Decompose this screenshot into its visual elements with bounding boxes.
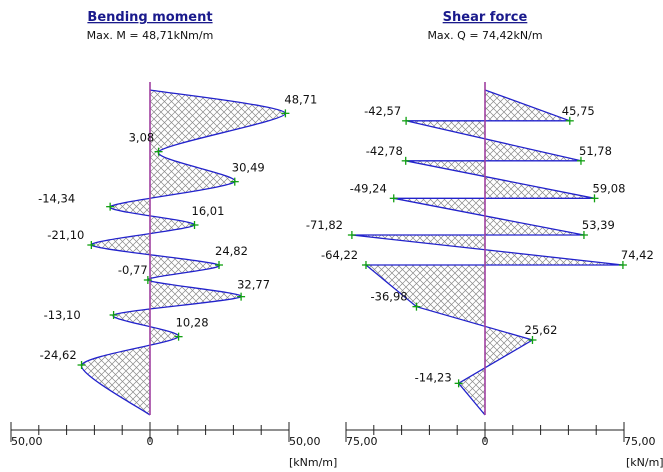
bending-moment-value-label: 24,82 [215, 244, 248, 258]
shear-force-marker [528, 336, 537, 344]
shear-force-marker [347, 231, 356, 239]
bending-moment-tick-zero: 0 [147, 435, 154, 448]
bending-moment-marker [143, 276, 152, 284]
shear-force-marker [590, 194, 599, 203]
bending-moment-value-label: 16,01 [192, 204, 225, 218]
bending-moment-value-label: -14,34 [38, 192, 75, 206]
bending-moment-title: Bending moment [87, 10, 212, 25]
shear-force-marker [361, 261, 370, 269]
bending-moment-value-label: -21,10 [47, 228, 84, 242]
shear-force-value-label: 45,75 [562, 104, 595, 118]
bending-moment-plot: 48,71 3,08 30,49 -14,34 16,01 -21,10 24,82 -0,7… [38, 82, 317, 416]
shear-force-value-label: -14,23 [415, 370, 452, 384]
shear-force-marker [389, 194, 398, 203]
bending-moment-tick-max: 50,00 [289, 435, 321, 448]
bending-moment-marker [237, 292, 246, 301]
shear-force-tick-max: 75,00 [624, 435, 656, 448]
bending-moment-unit: [kNm/m] [289, 456, 337, 469]
shear-force-axis [345, 422, 625, 442]
bending-moment-chart: Bending moment Max. M = 48,71kNm/m 48,71… [10, 10, 337, 469]
shear-force-value-label: 51,78 [579, 144, 612, 158]
bending-moment-hatch-fill [81, 90, 286, 415]
shear-force-title: Shear force [443, 10, 528, 25]
shear-force-plot: 45,75 -42,57 51,78 -42,78 59,08 -49,24 53,39 -7… [306, 82, 654, 416]
shear-force-value-label: -42,57 [364, 104, 401, 118]
bending-moment-marker [230, 177, 239, 186]
shear-force-marker [412, 302, 421, 311]
shear-force-unit: [kN/m] [626, 456, 663, 469]
shear-force-marker [576, 156, 585, 165]
shear-force-marker [579, 231, 588, 239]
shear-force-value-label: -36,98 [371, 290, 408, 304]
bending-moment-value-label: 10,28 [176, 316, 209, 330]
shear-force-marker [401, 156, 410, 165]
bending-moment-value-label: 3,08 [129, 131, 155, 145]
bending-moment-axis [10, 422, 290, 442]
shear-force-value-label: -64,22 [321, 248, 358, 262]
shear-force-marker [402, 116, 411, 125]
shear-force-marker [618, 261, 627, 269]
bending-moment-marker [174, 332, 183, 341]
bending-moment-marker [109, 311, 118, 319]
shear-force-value-label: -49,24 [350, 181, 387, 195]
shear-force-marker [565, 116, 574, 125]
shear-force-marker [454, 379, 463, 388]
bending-moment-marker [154, 147, 163, 156]
bending-moment-tick-min: 50,00 [11, 435, 43, 448]
bending-moment-value-label: -0,77 [118, 263, 148, 277]
shear-force-value-label: 74,42 [621, 248, 654, 262]
bending-moment-max: Max. M = 48,71kNm/m [87, 29, 214, 42]
bending-moment-marker [87, 241, 96, 249]
shear-force-value-label: 53,39 [582, 218, 615, 232]
bending-moment-value-label: -24,62 [40, 348, 77, 362]
shear-force-value-label: 59,08 [593, 181, 626, 195]
bending-moment-marker [214, 261, 223, 269]
shear-force-chart: Shear force Max. Q = 74,42kN/m 45,75 -42,… [306, 10, 663, 469]
shear-force-value-label: -42,78 [366, 144, 403, 158]
shear-force-tick-zero: 0 [482, 435, 489, 448]
shear-force-hatch-fill [351, 90, 623, 415]
bending-moment-marker [106, 202, 115, 211]
shear-force-max: Max. Q = 74,42kN/m [427, 29, 542, 42]
shear-force-value-label: -71,82 [306, 218, 343, 232]
shear-force-tick-min: 75,00 [346, 435, 378, 448]
bending-moment-value-label: 30,49 [232, 161, 265, 175]
bending-moment-marker [281, 109, 290, 118]
shear-force-value-label: 25,62 [525, 323, 558, 337]
bending-moment-marker [190, 221, 199, 229]
bending-moment-value-label: -13,10 [44, 308, 81, 322]
bending-moment-marker [77, 361, 86, 369]
bending-moment-value-label: 48,71 [284, 92, 317, 106]
bending-moment-value-label: 32,77 [237, 278, 270, 292]
